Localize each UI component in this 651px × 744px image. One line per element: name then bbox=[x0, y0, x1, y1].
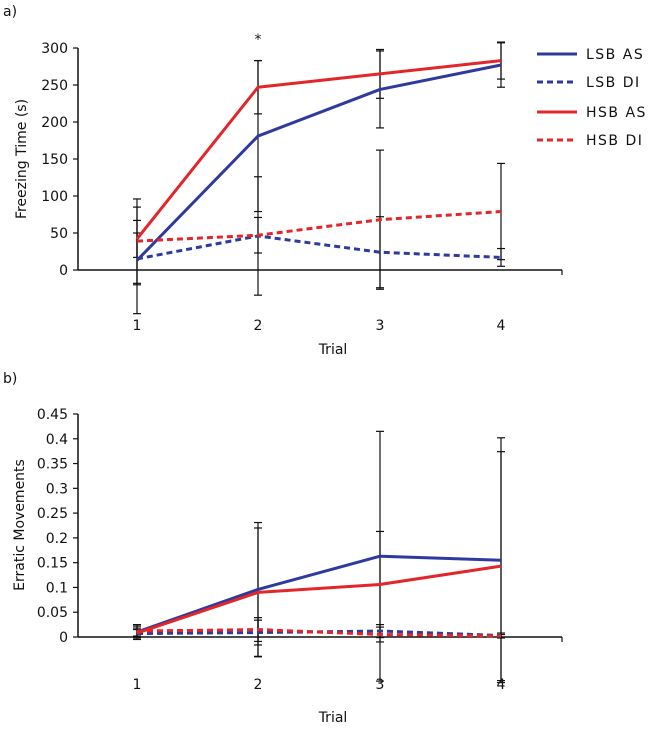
panel-a-label: a) bbox=[3, 4, 17, 20]
panel-b-x-tick-label: 4 bbox=[497, 677, 506, 693]
panel-b-series-lsb-as bbox=[136, 554, 502, 634]
panel-a-y-tick-label: 0 bbox=[59, 263, 68, 279]
panel-b-y-tick-label: 0.15 bbox=[37, 556, 68, 572]
panel-b-y-tick-label: 0.4 bbox=[46, 432, 68, 448]
panel-a-y-tick-label: 100 bbox=[41, 189, 68, 205]
panel-a-series-lsb-as bbox=[135, 63, 502, 262]
panel-a-x-tick-label: 4 bbox=[497, 318, 506, 334]
panel-b-x-tick-label: 2 bbox=[254, 677, 263, 693]
legend-label-lsb-di: LSB DI bbox=[586, 75, 641, 91]
panel-b-y-tick-label: 0.1 bbox=[46, 580, 68, 596]
panel-a-series-hsb-di bbox=[136, 210, 502, 243]
panel-b-y-axis-title: Erratic Movements bbox=[12, 459, 28, 591]
panel-b-y-tick-label: 0.25 bbox=[37, 506, 68, 522]
panel-b-x-axis-title: Trial bbox=[318, 710, 348, 726]
panel-b-series-hsb-as bbox=[136, 564, 502, 635]
panel-a-y-tick-label: 200 bbox=[41, 115, 68, 131]
panel-a-x-tick-label: 3 bbox=[376, 318, 385, 334]
panel-a-series-lsb-di bbox=[136, 234, 502, 261]
panel-b-y-tick-label: 0.2 bbox=[46, 531, 68, 547]
panel-a-y-tick-label: 250 bbox=[41, 78, 68, 94]
legend-label-lsb-as: LSB AS bbox=[586, 47, 644, 63]
panel-a-y-tick-label: 300 bbox=[41, 41, 68, 57]
panel-a-plot-area: 0 50 100 150 200 250 300 1 2 3 4 bbox=[41, 41, 563, 334]
legend-label-hsb-as: HSB AS bbox=[586, 105, 647, 121]
panel-b-y-tick-label: 0.05 bbox=[37, 605, 68, 621]
panel-a-significance-marker: * bbox=[255, 32, 262, 48]
legend-label-hsb-di: HSB DI bbox=[586, 133, 643, 149]
legend: LSB AS LSB DI HSB AS HSB DI bbox=[537, 47, 647, 149]
panel-b-x-tick-label: 1 bbox=[133, 677, 142, 693]
panel-a-y-axis-title: Freezing Time (s) bbox=[14, 99, 30, 219]
panel-a-x-tick-label: 1 bbox=[133, 318, 142, 334]
panel-b-label: b) bbox=[3, 371, 17, 387]
panel-b-plot-area: 0 0.05 0.1 0.15 0.2 0.25 0.3 0.35 0.4 0.45 1 2 3 4 bbox=[37, 407, 563, 693]
panel-a-series-hsb-as bbox=[135, 59, 502, 240]
panel-b-y-tick-label: 0.3 bbox=[46, 481, 68, 497]
panel-b-y-tick-label: 0.45 bbox=[37, 407, 68, 423]
panel-a-y-tick-label: 50 bbox=[50, 226, 68, 242]
panel-a-y-tick-label: 150 bbox=[41, 152, 68, 168]
panel-b-y-tick-label: 0 bbox=[59, 630, 68, 646]
panel-b-x-tick-label: 3 bbox=[376, 677, 385, 693]
panel-a-x-tick-label: 2 bbox=[254, 318, 263, 334]
panel-b-y-tick-label: 0.35 bbox=[37, 457, 68, 473]
panel-a-x-axis-title: Trial bbox=[318, 342, 348, 358]
panel-b-series-hsb-di bbox=[136, 628, 502, 638]
